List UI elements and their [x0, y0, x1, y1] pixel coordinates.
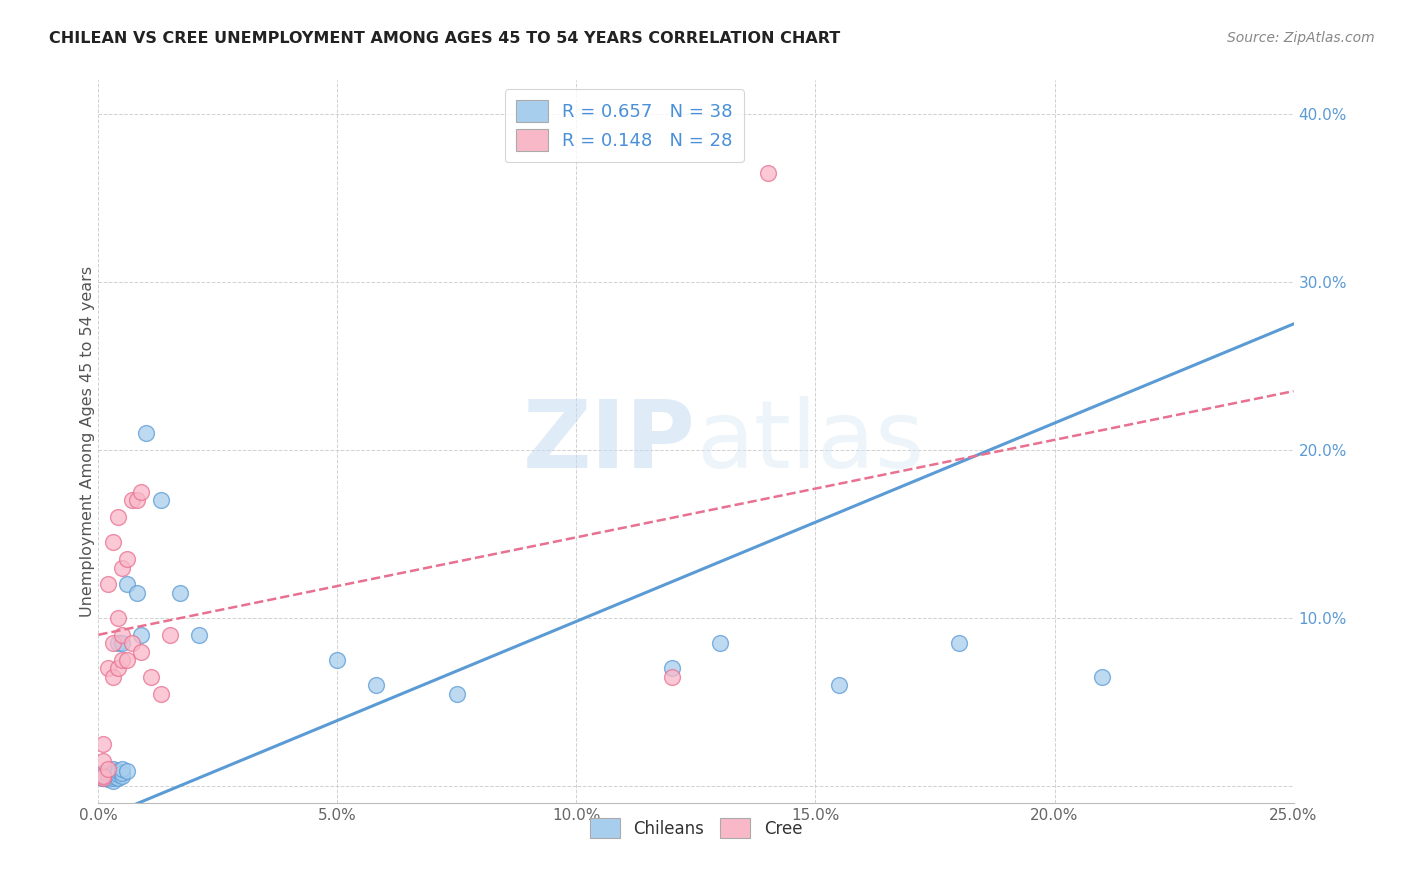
Point: [709, 636, 731, 650]
Point: [115, 577, 138, 591]
Point: [101, 774, 124, 789]
Point: [111, 769, 134, 783]
Point: [169, 586, 191, 600]
Point: [101, 670, 124, 684]
Point: [948, 636, 970, 650]
Point: [364, 678, 387, 692]
Point: [91, 765, 114, 780]
Point: [111, 762, 134, 776]
Point: [107, 661, 129, 675]
Point: [131, 644, 153, 658]
Point: [107, 611, 129, 625]
Text: atlas: atlas: [696, 395, 924, 488]
Text: Source: ZipAtlas.com: Source: ZipAtlas.com: [1227, 31, 1375, 45]
Legend: Chileans, Cree: Chileans, Cree: [583, 812, 808, 845]
Point: [111, 765, 134, 780]
Point: [97, 762, 120, 776]
Point: [125, 493, 148, 508]
Point: [107, 771, 129, 785]
Point: [97, 767, 120, 781]
Point: [101, 535, 124, 549]
Point: [828, 678, 851, 692]
Point: [131, 485, 153, 500]
Point: [101, 765, 124, 780]
Point: [101, 762, 124, 776]
Point: [91, 767, 114, 781]
Point: [149, 687, 172, 701]
Text: ZIP: ZIP: [523, 395, 696, 488]
Point: [131, 628, 153, 642]
Text: CHILEAN VS CREE UNEMPLOYMENT AMONG AGES 45 TO 54 YEARS CORRELATION CHART: CHILEAN VS CREE UNEMPLOYMENT AMONG AGES …: [49, 31, 841, 46]
Point: [159, 628, 181, 642]
Point: [121, 493, 143, 508]
Y-axis label: Unemployment Among Ages 45 to 54 years: Unemployment Among Ages 45 to 54 years: [80, 266, 94, 617]
Point: [111, 628, 134, 642]
Point: [446, 687, 468, 701]
Point: [111, 636, 134, 650]
Point: [187, 628, 209, 642]
Point: [111, 560, 134, 574]
Point: [135, 426, 157, 441]
Point: [107, 510, 129, 524]
Point: [115, 764, 138, 778]
Point: [326, 653, 349, 667]
Point: [115, 653, 138, 667]
Point: [661, 661, 683, 675]
Point: [125, 586, 148, 600]
Point: [97, 772, 120, 787]
Point: [111, 653, 134, 667]
Point: [661, 670, 683, 684]
Point: [91, 737, 114, 751]
Point: [91, 771, 114, 785]
Point: [91, 771, 114, 785]
Point: [107, 764, 129, 778]
Point: [139, 670, 162, 684]
Point: [101, 636, 124, 650]
Point: [91, 754, 114, 768]
Point: [91, 771, 114, 785]
Point: [97, 765, 120, 780]
Point: [97, 577, 120, 591]
Point: [91, 769, 114, 783]
Point: [756, 166, 779, 180]
Point: [1091, 670, 1114, 684]
Point: [115, 552, 138, 566]
Point: [101, 771, 124, 785]
Point: [101, 769, 124, 783]
Point: [107, 767, 129, 781]
Point: [97, 771, 120, 785]
Point: [107, 636, 129, 650]
Point: [121, 636, 143, 650]
Point: [97, 661, 120, 675]
Point: [91, 769, 114, 783]
Point: [149, 493, 172, 508]
